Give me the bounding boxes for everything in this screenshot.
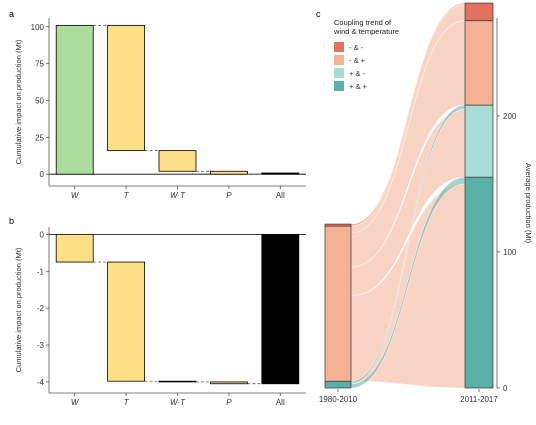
panel-b-xtick-label: P: [226, 398, 232, 407]
panel-b-bar-4: [209, 381, 248, 385]
alluvial-xtick-label: 1980-2010: [319, 395, 358, 404]
panel-b-xtick-label: All: [276, 398, 285, 407]
panel-b-xtick-label: T: [124, 398, 130, 407]
alluvial-stack-1-segment-1: [324, 380, 352, 389]
panel-b-ytick-label: -1: [37, 267, 45, 276]
panel-label-a: a: [9, 9, 14, 19]
alluvial-ytick-label: 100: [503, 248, 517, 257]
panel-b-xtick-label: W·T: [170, 398, 186, 407]
legend-label-2: - & +: [349, 56, 366, 65]
panel-a-xtick-label: W·T: [170, 191, 186, 200]
panel-a-ytick-label: 50: [35, 97, 44, 106]
panel-b-ytick-label: -2: [37, 304, 45, 313]
panel-label-b: b: [9, 216, 14, 226]
alluvial-stack-1-segment-2: [324, 225, 352, 382]
panel-b-ytick-label: -3: [37, 341, 45, 350]
panel-label-c: c: [316, 9, 321, 19]
panel-a-bar-3: [158, 150, 197, 172]
legend-label-4: + & +: [349, 82, 368, 91]
alluvial-stack-2-segment-4: [464, 2, 494, 22]
alluvial-ytick-label: 0: [503, 384, 508, 393]
legend-swatch-3: [334, 68, 344, 78]
panel-a-bar-5: [261, 172, 300, 175]
alluvial-y-axis-label: Average production (Mt): [524, 163, 533, 244]
panel-b-bar-2: [107, 261, 146, 382]
panel-a-bar-1: [55, 24, 94, 175]
alluvial-stack-2-segment-1: [464, 176, 494, 389]
legend-swatch-1: [334, 42, 344, 52]
panel-b-ytick-label: 0: [40, 230, 45, 239]
panel-a-xtick-label: W: [71, 191, 80, 200]
panel-a-xtick-label: All: [276, 191, 285, 200]
panel-b-bar-3: [158, 380, 197, 383]
alluvial-xtick-label: 2011-2017: [460, 395, 498, 404]
alluvial-stack-1-segment-3: [324, 223, 352, 227]
panel-a-bar-4: [209, 170, 248, 175]
panel-a-ytick-label: 0: [40, 170, 45, 179]
panel-b-ytick-label: -4: [37, 378, 45, 387]
legend-label-1: - & -: [349, 43, 364, 52]
panel-b-bar-5: [261, 233, 300, 385]
legend-swatch-2: [334, 55, 344, 65]
legend-title-line-1: Coupling trend of: [334, 18, 392, 27]
panel-b-xtick-label: W: [71, 398, 80, 407]
panel-b-bar-1: [55, 233, 94, 263]
legend-swatch-4: [334, 81, 344, 91]
panel-a-ytick-label: 75: [35, 60, 44, 69]
panel-b-y-axis-label: Cumulative impact on production (Mt): [14, 247, 23, 372]
panel-a-y-axis-label: Cumulative impact on production (Mt): [14, 39, 23, 164]
legend-label-3: + & -: [349, 69, 366, 78]
panel-a-ytick-label: 100: [31, 23, 45, 32]
alluvial-stack-2-segment-3: [464, 20, 494, 106]
panel-a-bar-2: [107, 24, 146, 152]
legend-title-line-2: wind & temperature: [333, 27, 399, 36]
panel-a-ytick-label: 25: [35, 133, 44, 142]
panel-a-xtick-label: T: [124, 191, 130, 200]
panel-a-xtick-label: P: [226, 191, 232, 200]
alluvial-ytick-label: 200: [503, 112, 517, 121]
alluvial-stack-2-segment-2: [464, 104, 494, 178]
